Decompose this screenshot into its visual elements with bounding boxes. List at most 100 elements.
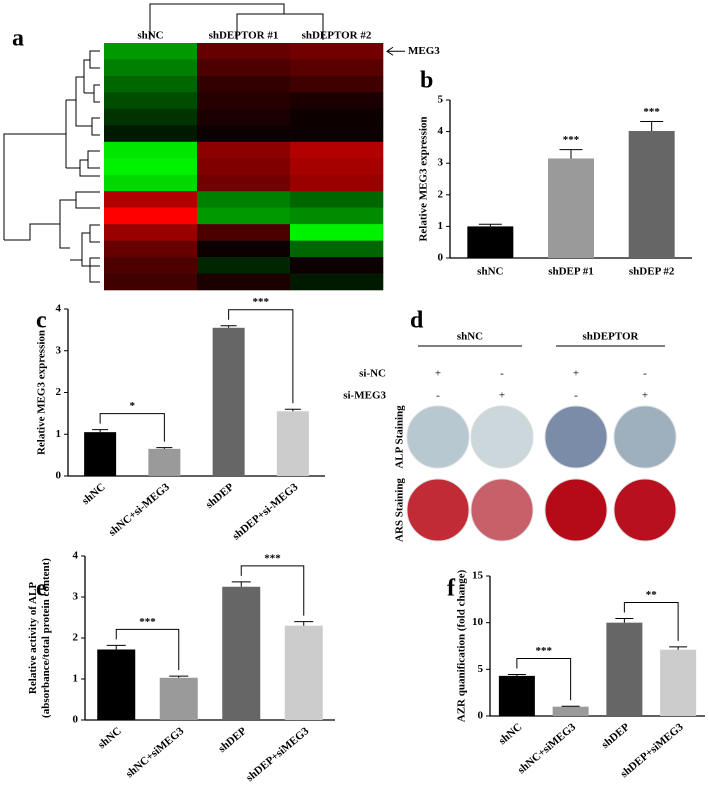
- heatmap-cell: [104, 208, 197, 225]
- heatmap-cell: [104, 175, 197, 192]
- bar: [222, 587, 260, 720]
- heatmap-cell: [197, 76, 290, 93]
- y-tick-label: 0: [478, 710, 484, 722]
- y-tick-label: 3: [438, 157, 444, 169]
- bar: [660, 650, 696, 716]
- y-axis-title: (absorbance/total protein content): [40, 558, 52, 718]
- heatmap-cell: [197, 224, 290, 241]
- condition-sign: -: [500, 368, 504, 380]
- significance-label: ***: [253, 296, 270, 308]
- heatmap-cell: [290, 142, 383, 159]
- heatmap-cell: [197, 257, 290, 274]
- heatmap-cell: [197, 142, 290, 159]
- y-tick-label: 4: [56, 303, 62, 315]
- condition-sign: +: [435, 368, 441, 380]
- well-image: [471, 406, 533, 468]
- heatmap-cell: [104, 274, 197, 291]
- heatmap-cell: [290, 191, 383, 208]
- panel-label: d: [410, 308, 424, 334]
- bar: [629, 131, 675, 258]
- heatmap-cell: [104, 59, 197, 76]
- heatmap-cell: [290, 109, 383, 126]
- heatmap-cell: [197, 191, 290, 208]
- condition-sign: -: [436, 390, 440, 402]
- group-label: shDEPTOR: [582, 331, 639, 343]
- y-tick-label: 1: [56, 428, 62, 440]
- y-axis-title: Relative MEG3 expression: [36, 330, 48, 455]
- error-bar: [669, 647, 687, 650]
- x-tick-label: shDEP+si-MEG3: [230, 481, 300, 543]
- x-tick-label: shDEP #2: [629, 266, 675, 278]
- y-tick-label: 0: [438, 252, 444, 264]
- bar: [277, 411, 309, 476]
- heatmap-cell: [104, 142, 197, 159]
- y-tick-label: 4: [73, 550, 79, 562]
- bar: [160, 678, 198, 720]
- heatmap-cell: [197, 274, 290, 291]
- error-bar: [508, 674, 526, 675]
- column-label: shDEPTOR #1: [209, 30, 279, 42]
- heatmap-cell: [104, 257, 197, 274]
- heatmap-cell: [104, 191, 197, 208]
- condition-label: si-NC: [359, 368, 386, 380]
- significance-label: ***: [563, 134, 580, 146]
- bar: [213, 328, 245, 476]
- x-tick-label: shNC+siMEG3: [124, 725, 187, 781]
- error-bar: [294, 622, 313, 626]
- x-tick-label: shNC+si-MEG3: [107, 481, 173, 539]
- x-tick-label: shNC+siMEG3: [516, 721, 579, 777]
- heatmap-cell: [104, 125, 197, 142]
- y-tick-label: 4: [438, 125, 444, 137]
- condition-sign: -: [643, 368, 647, 380]
- heatmap-cell: [197, 125, 290, 142]
- x-tick-label: shNC: [477, 266, 503, 278]
- heatmap-cell: [290, 59, 383, 76]
- bar: [548, 158, 594, 258]
- heatmap-cell: [290, 241, 383, 258]
- heatmap-cell: [290, 274, 383, 291]
- heatmap-cell: [104, 158, 197, 175]
- significance-label: *: [130, 400, 136, 412]
- error-bar: [479, 224, 502, 226]
- error-bar: [169, 676, 188, 678]
- panel-label: c: [36, 308, 47, 334]
- y-axis-title: Relative MEG3 expression: [418, 116, 430, 241]
- heatmap-cell: [290, 43, 383, 60]
- error-bar: [221, 326, 237, 328]
- heatmap-cell: [290, 224, 383, 241]
- y-tick-label: 1: [73, 673, 79, 685]
- y-tick-label: 2: [56, 386, 62, 398]
- significance-label: ***: [264, 552, 281, 564]
- group-label: shNC: [457, 331, 483, 343]
- heatmap-cell: [197, 92, 290, 109]
- heatmap-cell: [104, 109, 197, 126]
- heatmap-cell: [290, 76, 383, 93]
- row-label: ALP Staining: [394, 405, 406, 469]
- significance-label: ***: [139, 616, 156, 628]
- x-tick-label: shDEP: [599, 721, 632, 751]
- annotation-arrow: [387, 47, 405, 55]
- heatmap-cell: [197, 158, 290, 175]
- y-tick-label: 10: [472, 616, 484, 628]
- error-bar: [92, 430, 108, 433]
- heatmap-cell: [197, 59, 290, 76]
- significance-label: **: [646, 589, 658, 601]
- y-tick-label: 1: [438, 220, 444, 232]
- heatmap-cell: [290, 208, 383, 225]
- row-dendrogram: [4, 51, 100, 282]
- significance-label: ***: [643, 106, 660, 118]
- bar: [606, 623, 642, 716]
- y-tick-label: 0: [73, 714, 79, 726]
- heatmap-cell: [197, 208, 290, 225]
- heatmap-cell: [197, 175, 290, 192]
- y-tick-label: 5: [478, 663, 484, 675]
- y-tick-label: 15: [472, 570, 484, 582]
- panel-label: b: [420, 68, 433, 94]
- bar: [499, 676, 535, 716]
- condition-sign: +: [573, 368, 579, 380]
- condition-sign: -: [574, 390, 578, 402]
- y-tick-label: 5: [438, 94, 444, 106]
- bar: [285, 626, 323, 720]
- heatmap-cell: [290, 257, 383, 274]
